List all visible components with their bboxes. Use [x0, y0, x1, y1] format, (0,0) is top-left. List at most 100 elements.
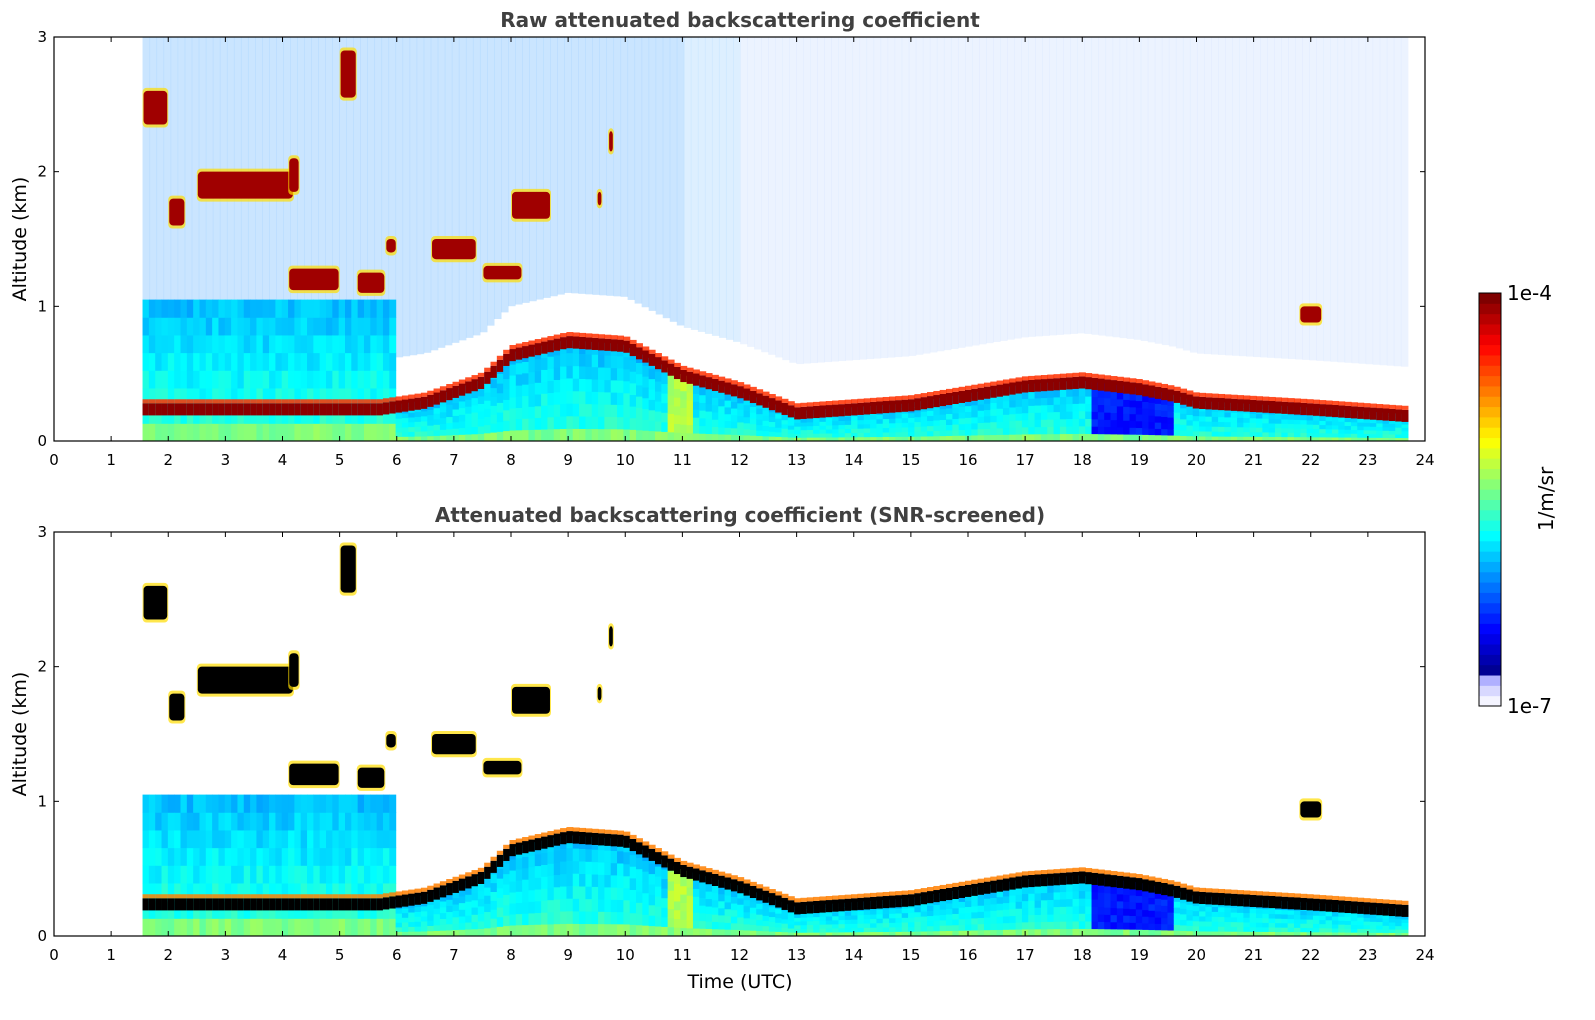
aerosol-cell: [1097, 884, 1105, 893]
aerosol-cell: [420, 415, 428, 422]
aerosol-cell: [889, 418, 897, 424]
layer-edge: [1281, 397, 1289, 402]
aerosol-cell: [1281, 931, 1289, 937]
layer-edge: [1167, 880, 1175, 885]
aerosol-cell: [332, 334, 340, 354]
aerosol-cell: [313, 370, 321, 389]
aerosol-cell: [983, 923, 991, 931]
aerosol-cell: [1325, 420, 1333, 426]
aerosol-cell: [692, 928, 700, 937]
aerosol-cell: [433, 897, 441, 904]
aerosol-cell: [946, 418, 953, 425]
layer-cell: [363, 403, 371, 416]
aerosol-cell: [344, 317, 352, 336]
aerosol-cell: [1123, 420, 1131, 428]
aerosol-cell: [231, 865, 239, 884]
aerosol-cell: [1199, 435, 1207, 442]
layer-edge: [509, 344, 517, 350]
aerosol-cell: [1306, 415, 1314, 421]
aerosol-cell: [1104, 928, 1112, 937]
aerosol-cell: [636, 924, 643, 937]
aerosol-cell: [990, 916, 998, 924]
x-tick-label: 0: [49, 451, 59, 469]
aerosol-cell: [465, 434, 473, 442]
aerosol-cell: [794, 921, 802, 926]
aerosol-cell: [889, 908, 897, 914]
aerosol-cell: [692, 385, 700, 394]
aerosol-cell: [990, 421, 998, 429]
aerosol-cell: [832, 927, 840, 933]
layer-edge: [952, 882, 960, 887]
aerosol-cell: [1110, 398, 1118, 406]
colorbar-step: [1479, 499, 1501, 511]
aerosol-cell: [269, 812, 277, 831]
aerosol-cell: [1142, 922, 1150, 930]
aerosol-cell: [1369, 422, 1377, 427]
layer-cell: [1287, 897, 1295, 910]
layer-edge: [920, 888, 928, 893]
aerosol-cell: [1199, 420, 1207, 427]
aerosol-cell: [629, 924, 637, 937]
aerosol-cell: [433, 429, 441, 436]
aerosol-cell: [844, 416, 852, 421]
layer-edge: [1142, 380, 1150, 385]
aerosol-cell: [294, 334, 302, 354]
aerosol-cell: [1104, 433, 1112, 442]
layer-cell: [724, 382, 732, 395]
aerosol-cell: [199, 847, 207, 866]
layer-cell: [857, 402, 865, 415]
layer-cell: [1072, 871, 1080, 884]
aerosol-cell: [636, 396, 643, 408]
aerosol-cell: [718, 893, 726, 902]
aerosol-cell: [294, 829, 302, 849]
aerosol-cell: [667, 917, 675, 928]
aerosol-cell: [1344, 924, 1352, 929]
aerosol-cell: [370, 794, 378, 813]
layer-cell: [490, 365, 498, 378]
aerosol-cell: [661, 421, 669, 432]
aerosol-cell: [1161, 905, 1169, 913]
aerosol-cell: [395, 422, 403, 428]
aerosol-cell: [1104, 390, 1112, 399]
aerosol-cell: [528, 889, 536, 902]
layer-edge: [1186, 390, 1194, 395]
aerosol-cell: [1395, 932, 1403, 937]
aerosol-cell: [1287, 918, 1295, 924]
layer-edge: [939, 389, 947, 394]
aerosol-cell: [946, 924, 953, 931]
layer-cell: [1015, 381, 1023, 394]
aerosol-cell: [1331, 928, 1339, 933]
aerosol-cell: [1129, 895, 1137, 903]
aerosol-cell: [1268, 913, 1276, 919]
aerosol-cell: [946, 930, 953, 937]
aerosol-cell: [408, 426, 416, 432]
aerosol-cell: [648, 368, 656, 380]
aerosol-cell: [806, 924, 814, 929]
layer-cell: [414, 397, 422, 410]
aerosol-cell: [155, 812, 163, 831]
noise-column: [655, 37, 664, 315]
aerosol-cell: [1085, 426, 1093, 435]
layer-cell: [579, 831, 587, 845]
aerosol-cell: [193, 882, 201, 902]
noise-column: [620, 37, 629, 297]
aerosol-cell: [1066, 906, 1074, 915]
aerosol-cell: [186, 370, 194, 389]
aerosol-cell: [1148, 916, 1156, 924]
layer-edge: [212, 894, 220, 899]
aerosol-cell: [838, 931, 846, 937]
aerosol-cell: [1104, 419, 1112, 428]
aerosol-cell: [692, 888, 700, 897]
aerosol-cell: [439, 429, 447, 436]
layer-edge: [256, 399, 264, 404]
aerosol-cell: [1275, 931, 1282, 937]
aerosol-cell: [275, 812, 283, 831]
aerosol-cell: [610, 428, 618, 442]
aerosol-cell: [161, 317, 169, 336]
layer-edge: [256, 894, 264, 899]
colorbar-steps: [1479, 293, 1501, 707]
aerosol-cell: [528, 383, 536, 396]
layer-cell: [515, 842, 523, 855]
layer-cell: [920, 892, 928, 905]
aerosol-cell: [889, 413, 897, 419]
